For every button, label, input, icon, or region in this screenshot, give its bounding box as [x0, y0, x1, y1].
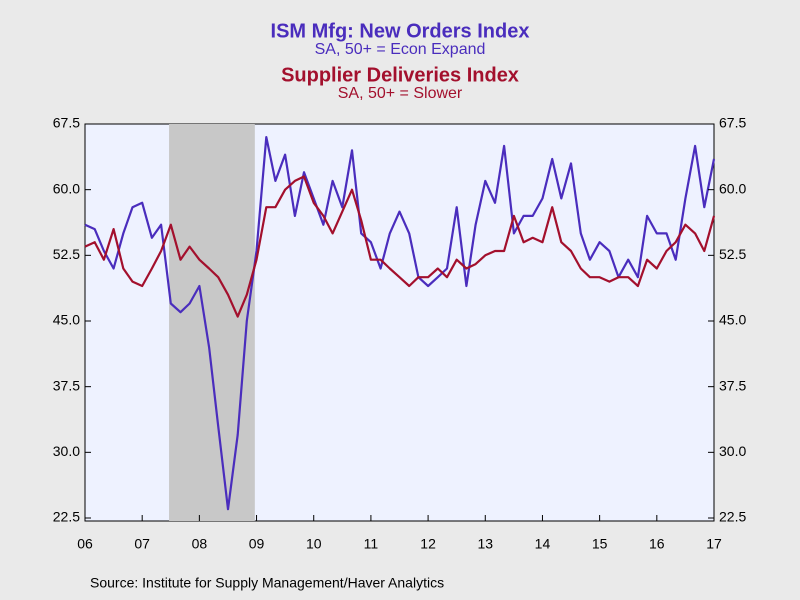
- y-tick-label: 22.5: [53, 509, 80, 525]
- x-tick-label: 12: [420, 536, 436, 552]
- series-subtitle: SA, 50+ = Econ Expand: [315, 41, 486, 58]
- series-line: [84, 175, 716, 318]
- y2-tick-label: 67.5: [719, 115, 746, 131]
- x-tick-label: 10: [306, 536, 322, 552]
- x-tick-label: 15: [592, 536, 608, 552]
- x-tick-label: 16: [649, 536, 665, 552]
- y-tick-label: 45.0: [53, 312, 80, 328]
- x-tick-label: 08: [192, 536, 208, 552]
- series-subtitle: SA, 50+ = Slower: [338, 85, 463, 102]
- x-tick-label: 13: [477, 536, 493, 552]
- y2-tick-label: 22.5: [719, 509, 746, 525]
- y-tick-label: 67.5: [53, 115, 80, 131]
- y-tick-label: 60.0: [53, 180, 80, 196]
- series-title: ISM Mfg: New Orders Index: [271, 20, 530, 42]
- y-tick-label: 37.5: [53, 377, 80, 393]
- x-tick-label: 06: [77, 536, 93, 552]
- recession-band: [169, 124, 255, 521]
- x-tick-label: 11: [364, 536, 379, 552]
- x-tick-label: 17: [706, 536, 722, 552]
- source: Source: Institute for Supply Management/…: [90, 575, 444, 591]
- y-tick-label: 30.0: [53, 443, 80, 459]
- series-title: Supplier Deliveries Index: [281, 64, 519, 86]
- x-tick-label: 09: [249, 536, 265, 552]
- y-tick-label: 52.5: [53, 246, 80, 262]
- y2-tick-label: 52.5: [719, 246, 746, 262]
- x-tick-label: 07: [134, 536, 150, 552]
- x-tick-label: 14: [535, 536, 551, 552]
- y2-tick-label: 60.0: [719, 180, 746, 196]
- y2-tick-label: 45.0: [719, 312, 746, 328]
- series-line: [84, 136, 716, 511]
- y2-tick-label: 30.0: [719, 443, 746, 459]
- y2-tick-label: 37.5: [719, 377, 746, 393]
